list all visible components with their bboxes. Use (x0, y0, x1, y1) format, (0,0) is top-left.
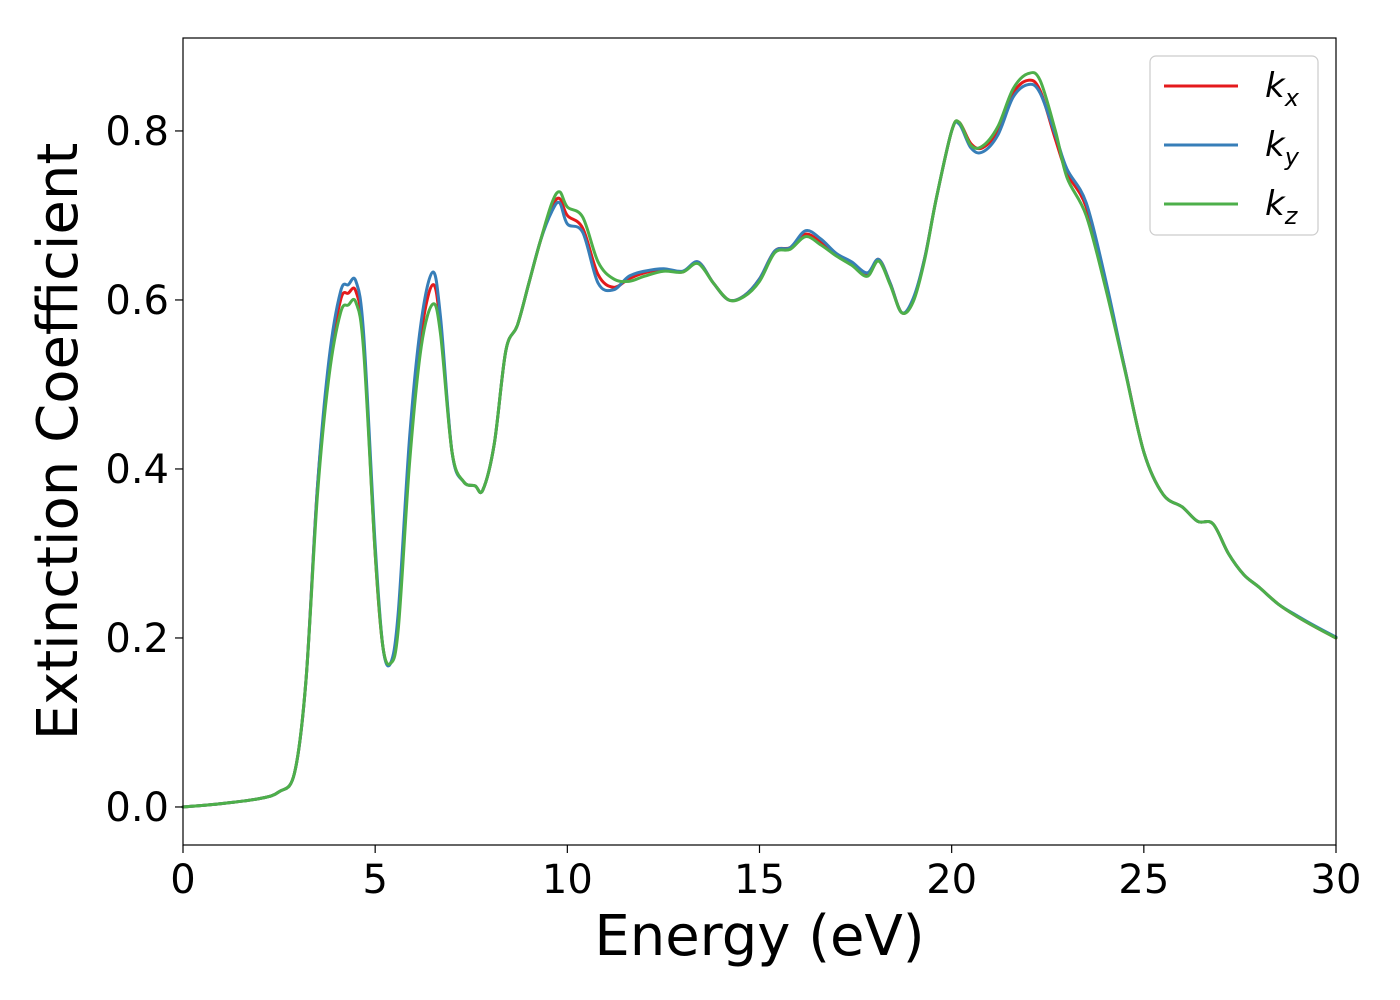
x-tick-label: 0 (170, 857, 195, 903)
x-tick-label: 20 (926, 857, 977, 903)
legend: kx ky kz (1149, 55, 1319, 236)
series-layer (181, 70, 1338, 809)
legend-label-kz: kz (1265, 184, 1299, 230)
legend-label-kx: kx (1265, 66, 1300, 112)
x-axis: 0 5 10 15 20 25 30 (170, 845, 1361, 903)
legend-label-ky: ky (1265, 125, 1300, 171)
y-tick-label: 0.2 (105, 616, 169, 662)
x-tick-label: 5 (362, 857, 387, 903)
x-tick-label: 15 (734, 857, 785, 903)
series-line-kz (181, 70, 1338, 809)
y-axis-label: Extinction Coefficient (26, 143, 91, 741)
y-tick-label: 0.0 (105, 785, 169, 831)
y-tick-label: 0.8 (105, 109, 169, 155)
x-tick-label: 30 (1311, 857, 1362, 903)
x-tick-label: 25 (1118, 857, 1169, 903)
x-tick-label: 10 (542, 857, 593, 903)
y-axis: 0.0 0.2 0.4 0.6 0.8 (105, 109, 183, 831)
y-tick-label: 0.6 (105, 278, 169, 324)
y-tick-label: 0.4 (105, 447, 169, 493)
x-axis-label: Energy (eV) (594, 904, 924, 969)
